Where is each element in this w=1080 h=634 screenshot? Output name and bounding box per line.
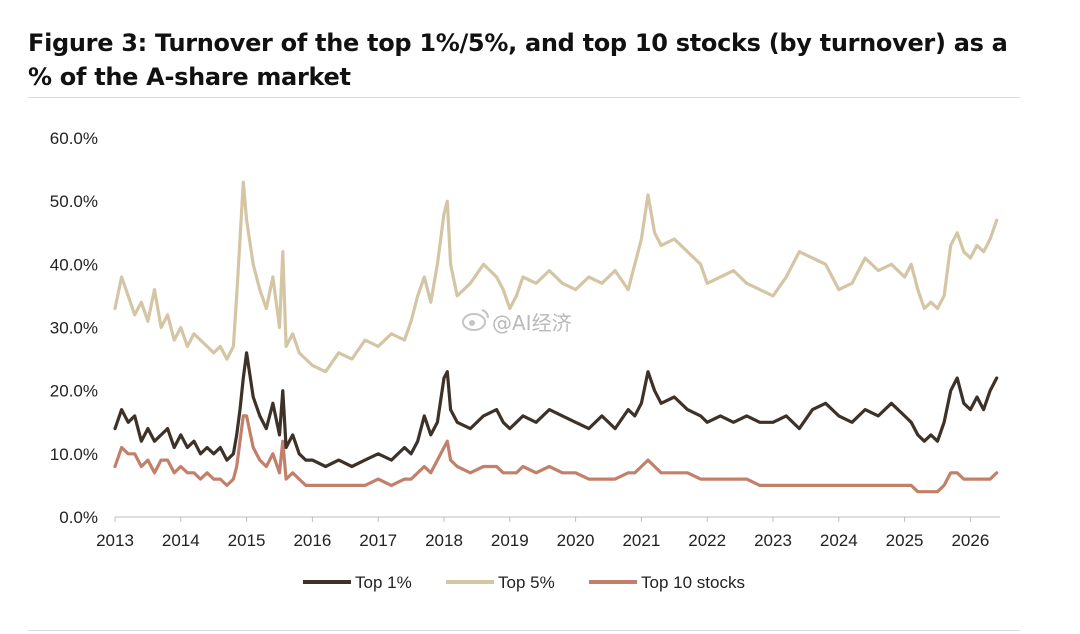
x-tick-label: 2016 [293, 531, 331, 550]
x-tick-label: 2014 [162, 531, 200, 550]
y-axis: 0.0% 10.0% 20.0% 30.0% 40.0% 50.0% 60.0% [50, 129, 98, 527]
y-tick-label: 40.0% [50, 255, 98, 274]
x-tick-label: 2015 [228, 531, 266, 550]
chart-title: Figure 3: Turnover of the top 1%/5%, and… [28, 29, 1008, 91]
watermark-text: @AI经济 [492, 311, 572, 335]
x-tick-label: 2023 [754, 531, 792, 550]
y-tick-label: 60.0% [50, 129, 98, 148]
legend-label-top-1: Top 1% [355, 573, 412, 592]
y-tick-label: 50.0% [50, 192, 98, 211]
x-tick-label: 2013 [96, 531, 134, 550]
legend-label-top-10-stocks: Top 10 stocks [641, 573, 745, 592]
series-line-top-5 [113, 180, 999, 374]
series-line-top-10-stocks [113, 414, 999, 494]
legend: Top 1% Top 5% Top 10 stocks [303, 573, 745, 592]
weibo-logo-icon [462, 309, 489, 331]
series-line-top-1 [113, 351, 999, 469]
x-tick-label: 2026 [951, 531, 989, 550]
y-tick-label: 10.0% [50, 445, 98, 464]
legend-label-top-5: Top 5% [498, 573, 555, 592]
footer-divider [28, 630, 1020, 631]
x-tick-label: 2017 [359, 531, 397, 550]
series-layer [113, 180, 999, 494]
x-tick-label: 2019 [491, 531, 529, 550]
y-tick-label: 0.0% [59, 508, 98, 527]
y-tick-label: 20.0% [50, 382, 98, 401]
x-tick-label: 2021 [622, 531, 660, 550]
x-tick-label: 2018 [425, 531, 463, 550]
y-tick-label: 30.0% [50, 319, 98, 338]
x-tick-label: 2022 [688, 531, 726, 550]
x-tick-label: 2020 [557, 531, 595, 550]
x-axis: 2013 2014 2015 2016 2017 2018 2019 2020 2021 2022… [96, 517, 989, 550]
watermark: @AI经济 [462, 309, 572, 335]
x-tick-label: 2025 [886, 531, 924, 550]
x-tick-label: 2024 [820, 531, 858, 550]
title-divider [28, 97, 1020, 98]
